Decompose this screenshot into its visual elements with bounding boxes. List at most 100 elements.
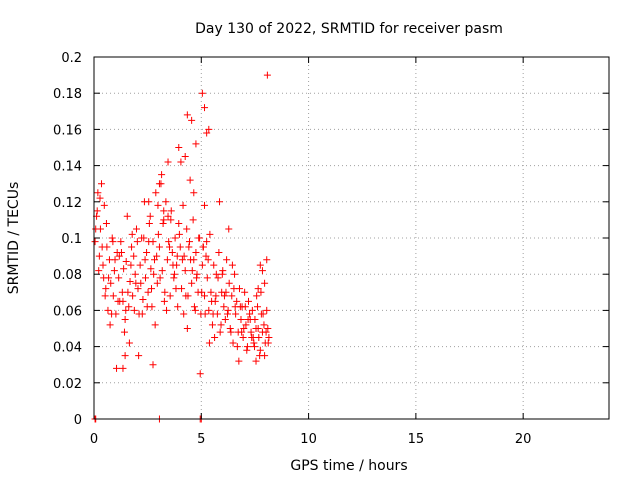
- data-point: [241, 288, 249, 296]
- data-point: [115, 274, 123, 282]
- data-point: [189, 216, 197, 224]
- data-point: [232, 310, 240, 318]
- data-point: [123, 212, 131, 220]
- data-point: [208, 321, 216, 329]
- data-point: [130, 306, 138, 314]
- y-tick-label: 0.2: [61, 51, 82, 66]
- data-point: [264, 339, 272, 347]
- data-point: [242, 321, 250, 329]
- data-point: [260, 321, 268, 329]
- data-point: [261, 279, 269, 287]
- data-point: [183, 225, 191, 233]
- data-points: [91, 71, 273, 423]
- data-point: [169, 261, 177, 269]
- data-point: [221, 315, 229, 323]
- data-point: [151, 321, 159, 329]
- data-point: [258, 267, 266, 275]
- data-point: [163, 306, 171, 314]
- data-point: [106, 321, 114, 329]
- data-point: [199, 243, 207, 251]
- data-point: [155, 180, 163, 188]
- data-point: [131, 270, 139, 278]
- data-point: [175, 144, 183, 151]
- data-point: [220, 303, 228, 311]
- data-point: [225, 225, 233, 233]
- data-point: [212, 292, 220, 300]
- data-point: [159, 220, 167, 228]
- data-point: [135, 352, 143, 360]
- data-point: [163, 256, 171, 264]
- data-point: [161, 288, 169, 296]
- data-point: [132, 279, 140, 287]
- data-point: [145, 198, 153, 206]
- data-point: [202, 252, 210, 260]
- data-point: [250, 339, 258, 347]
- y-tick-label: 0.14: [53, 160, 82, 175]
- y-tick-label: 0.18: [53, 87, 82, 102]
- data-point: [206, 230, 214, 238]
- y-tick-label: 0: [74, 413, 82, 428]
- data-point: [205, 306, 213, 314]
- y-tick-labels: 0 0.02 0.04 0.06 0.08 0.1 0.12 0.14 0.16 0.18 0.2: [53, 51, 82, 428]
- data-point: [251, 343, 259, 351]
- data-point: [243, 343, 251, 351]
- data-point: [102, 220, 110, 228]
- data-point: [179, 201, 187, 209]
- y-tick-label: 0.08: [53, 268, 82, 283]
- data-point: [91, 238, 99, 246]
- chart-title: Day 130 of 2022, SRMTID for receiver pas…: [195, 21, 503, 37]
- data-point: [167, 207, 175, 215]
- data-point: [142, 274, 149, 282]
- data-point: [115, 252, 123, 260]
- data-point: [241, 303, 249, 311]
- data-point: [216, 198, 224, 206]
- data-point: [126, 277, 134, 285]
- data-point: [222, 288, 230, 296]
- data-point: [127, 261, 135, 269]
- y-tick-label: 0.12: [53, 196, 82, 211]
- data-point: [149, 361, 157, 369]
- data-point: [254, 325, 262, 332]
- data-point: [195, 234, 203, 242]
- data-point: [188, 279, 196, 287]
- x-tick-labels: 0 5 10 15 20: [90, 432, 532, 447]
- data-point: [92, 225, 100, 233]
- data-point: [188, 267, 196, 275]
- data-point: [95, 252, 103, 260]
- data-point: [109, 238, 117, 246]
- data-point: [170, 270, 178, 278]
- data-point: [248, 306, 256, 314]
- data-point: [176, 243, 184, 251]
- data-point: [102, 285, 110, 293]
- data-point: [107, 279, 115, 287]
- data-point: [141, 256, 149, 264]
- data-point: [120, 265, 128, 273]
- x-axis-label: GPS time / hours: [290, 458, 407, 474]
- data-point: [95, 267, 103, 275]
- data-point: [265, 334, 273, 342]
- data-point: [233, 343, 241, 351]
- data-point: [134, 285, 142, 293]
- data-point: [191, 306, 199, 314]
- data-point: [174, 303, 182, 311]
- x-tick-label: 5: [197, 432, 205, 447]
- data-point: [230, 285, 238, 293]
- data-point: [119, 364, 127, 372]
- data-point: [209, 310, 217, 318]
- data-point: [148, 285, 156, 293]
- data-point: [263, 306, 271, 314]
- data-point: [119, 297, 127, 305]
- data-point: [138, 310, 146, 318]
- data-point: [166, 292, 174, 300]
- data-point: [113, 364, 121, 372]
- data-point: [117, 238, 125, 246]
- data-point: [225, 279, 233, 287]
- data-point: [155, 243, 163, 251]
- data-point: [239, 334, 247, 342]
- data-point: [246, 310, 254, 318]
- plot-frame: [93, 56, 610, 420]
- data-point: [204, 256, 212, 264]
- data-point: [140, 234, 148, 242]
- data-point: [256, 346, 264, 354]
- data-point: [218, 270, 226, 278]
